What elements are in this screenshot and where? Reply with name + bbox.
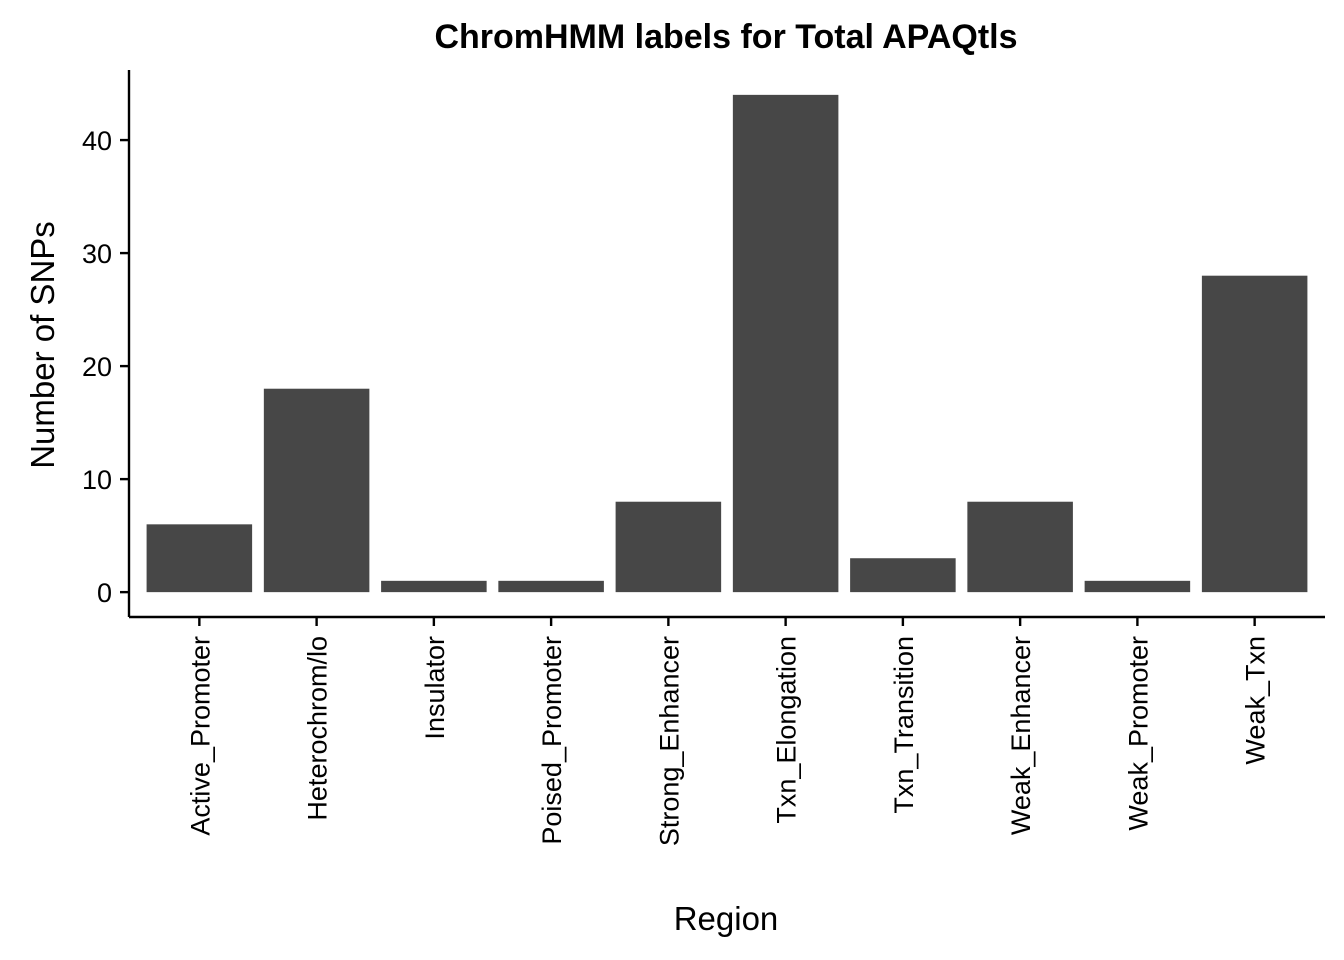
x-tick-label: Txn_Transition: [889, 636, 919, 814]
y-axis: 0 10 20 30 40: [82, 70, 131, 617]
y-tick-label: 30: [82, 239, 112, 269]
bars-group: [146, 94, 1308, 593]
y-tick-label: 20: [82, 352, 112, 382]
x-tick-label: Weak_Promoter: [1123, 636, 1153, 831]
x-axis: Active_Promoter Heterochrom/lo Insulator Po…: [129, 615, 1325, 846]
bar-txn-transition: [850, 558, 956, 593]
bar-strong-enhancer: [615, 501, 722, 593]
x-tick-label: Weak_Txn: [1241, 636, 1271, 765]
x-axis-title: Region: [674, 900, 779, 937]
x-tick-label: Insulator: [420, 636, 450, 740]
bar-poised-promoter: [498, 580, 604, 593]
x-tick-label: Strong_Enhancer: [654, 636, 684, 846]
bar-weak-enhancer: [967, 501, 1073, 593]
bar-active-promoter: [146, 524, 253, 593]
x-tick-label: Weak_Enhancer: [1006, 636, 1036, 835]
chart-title: ChromHMM labels for Total APAQtls: [434, 18, 1017, 56]
bar-weak-txn: [1201, 275, 1308, 593]
bar-heterochrom-lo: [263, 388, 370, 593]
x-tick-label: Active_Promoter: [185, 636, 215, 836]
bar-insulator: [381, 580, 487, 593]
x-tick-label: Poised_Promoter: [537, 636, 567, 845]
x-tick-label: Txn_Elongation: [772, 636, 802, 824]
x-tick-label: Heterochrom/lo: [303, 636, 333, 821]
y-tick-label: 10: [82, 465, 112, 495]
y-axis-title: Number of SNPs: [24, 221, 61, 469]
bar-weak-promoter: [1084, 580, 1191, 593]
y-tick-label: 40: [82, 126, 112, 156]
y-tick-label: 0: [97, 578, 112, 608]
bar-txn-elongation: [732, 94, 839, 593]
